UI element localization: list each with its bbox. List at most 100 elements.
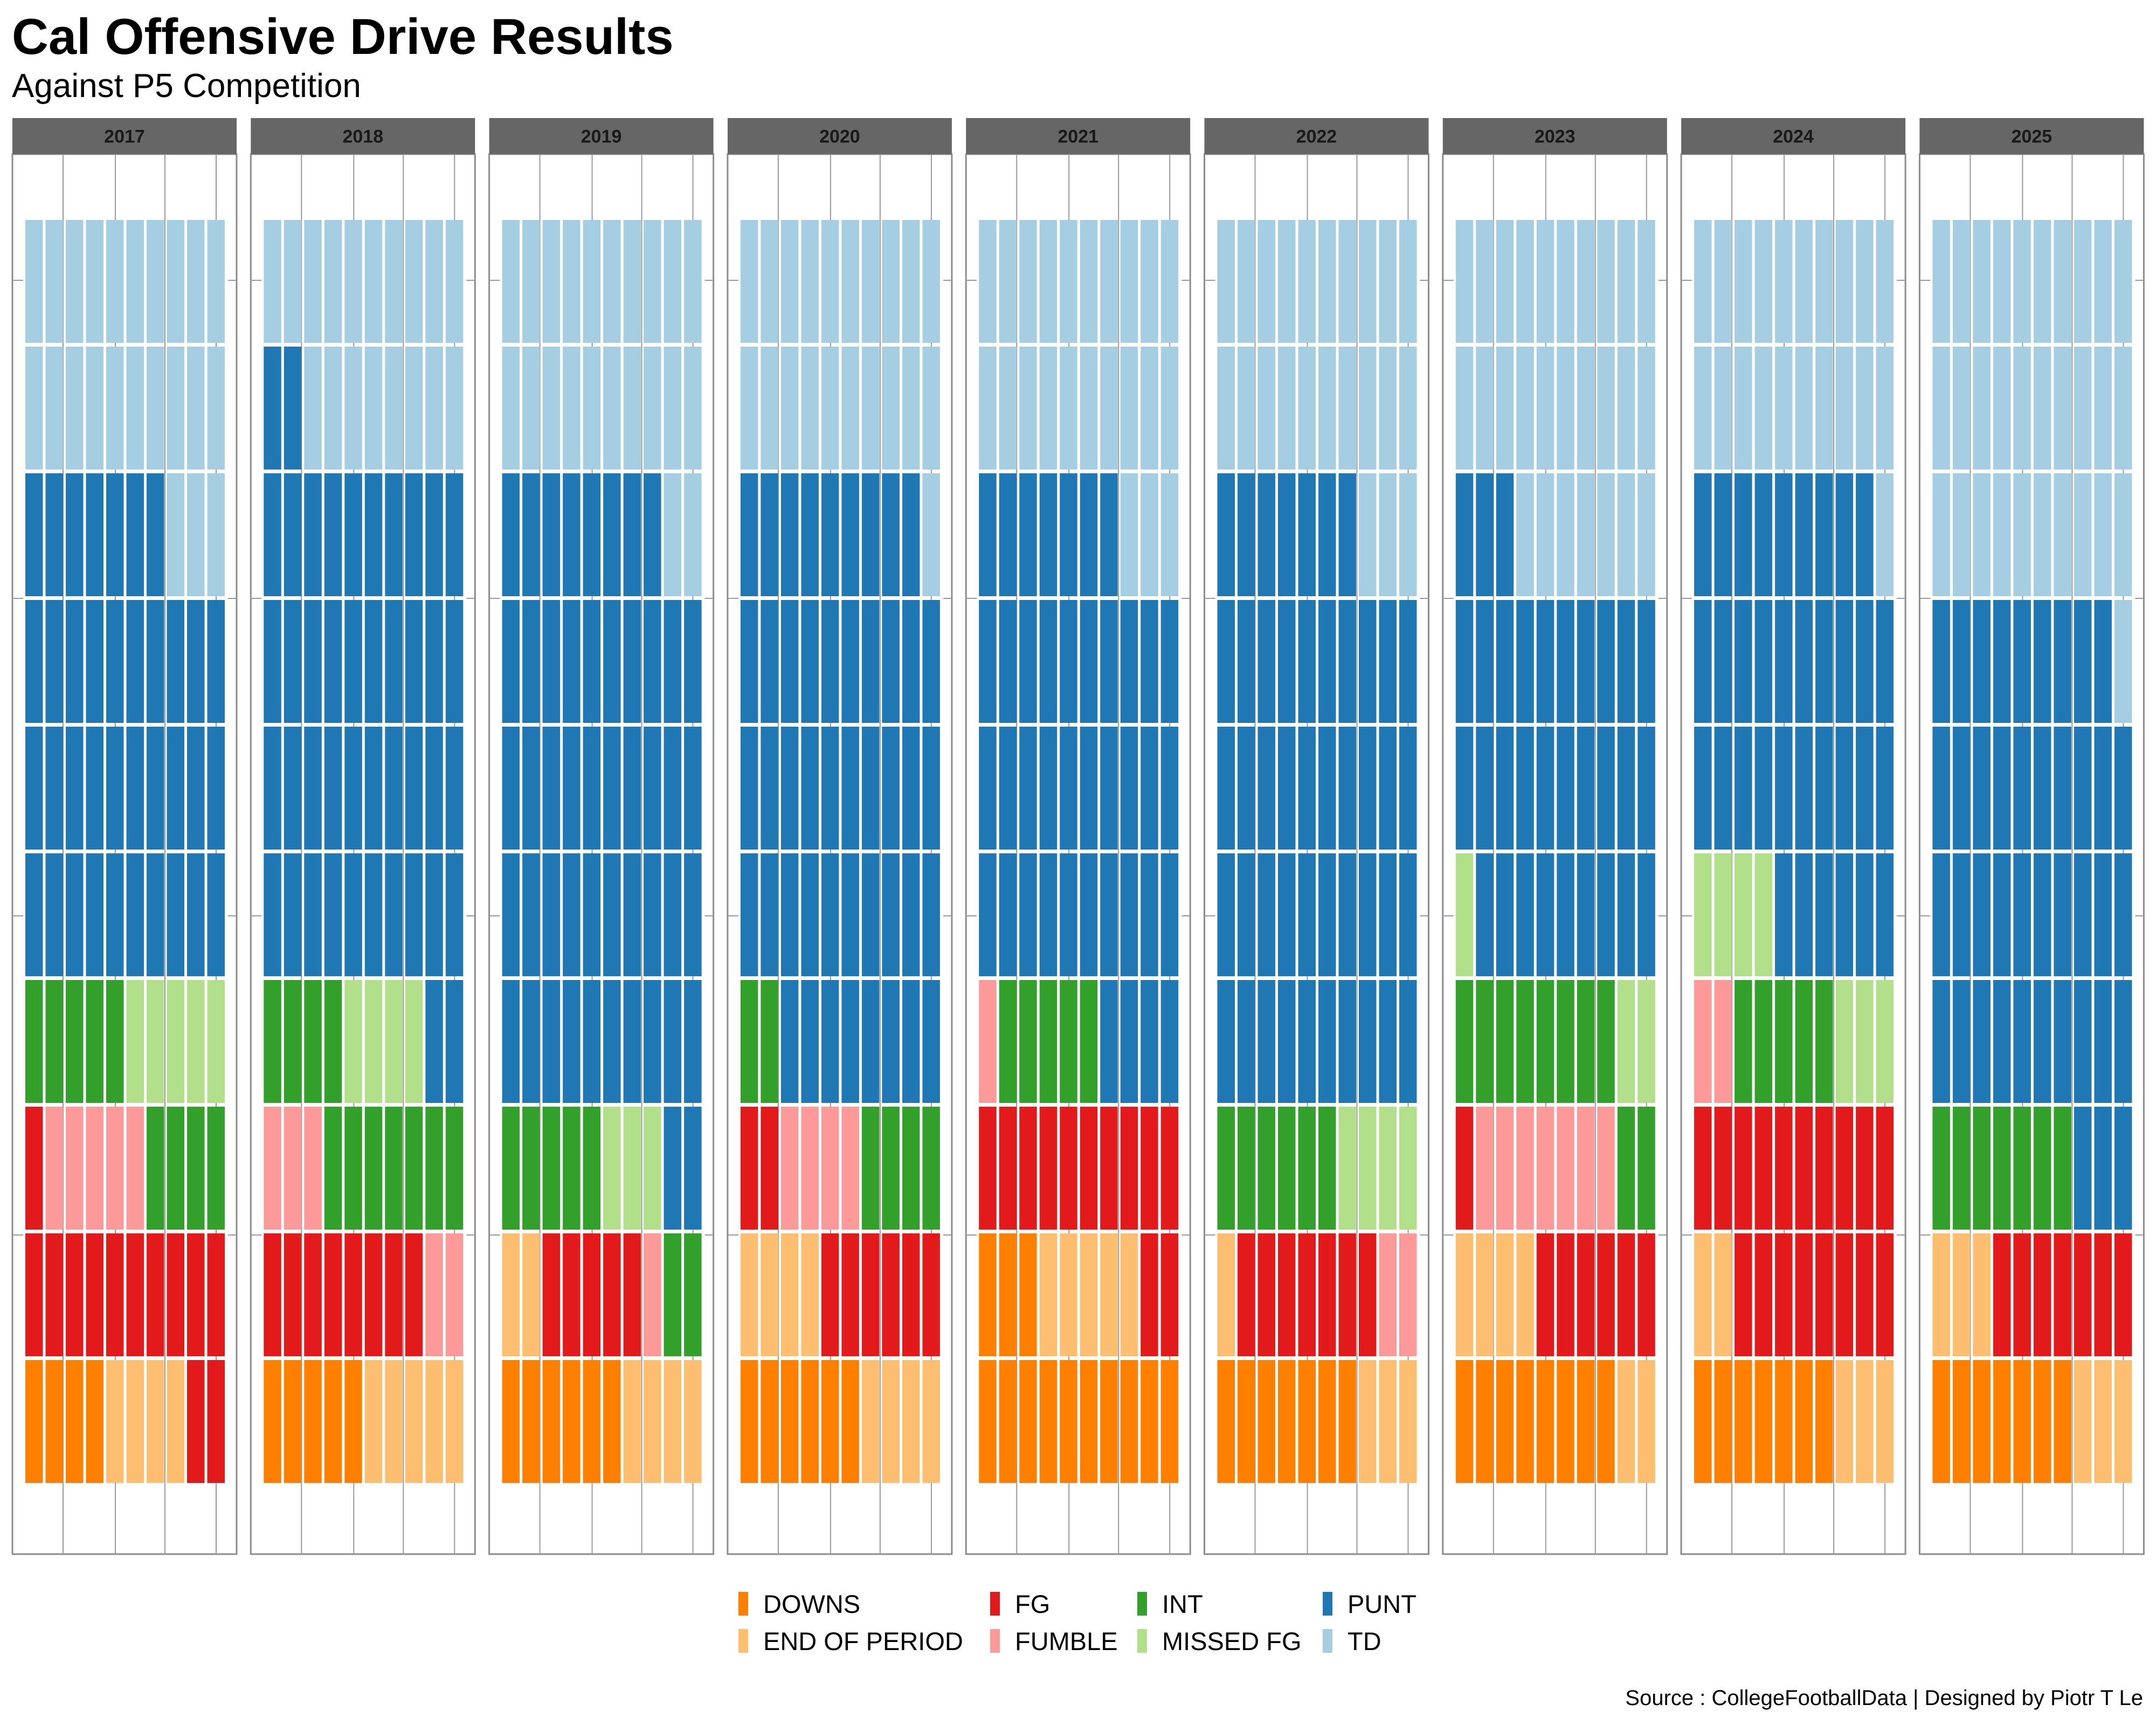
waffle-cell-fg [1735,1107,1752,1230]
waffle-cell-punt [623,600,641,723]
waffle-cell-punt [999,473,1017,596]
waffle-cell-fg [304,1233,322,1356]
waffle-cell-td [1476,220,1494,343]
waffle-cell-punt [603,473,621,596]
waffle-cell-int [2054,1107,2071,1230]
waffle-cell-punt [126,473,144,596]
waffle-cell-td [2054,347,2071,470]
waffle-cell-td [2033,347,2051,470]
waffle-cell-punt [106,473,124,596]
waffle-cell-downs [1516,1360,1534,1483]
waffle-cell-punt [1835,473,1854,596]
waffle-cell-td [2033,473,2051,596]
waffle-cell-fg [364,1233,383,1356]
waffle-cell-fumble [86,1107,103,1230]
waffle-cell-fumble [1476,1107,1494,1230]
waffle-cell-td [801,220,819,343]
waffle-cell-end-of-period [1856,1360,1874,1483]
waffle-cell-punt [1754,727,1773,850]
waffle-cell-int [861,1107,880,1230]
facet-strip-label: 2020 [819,127,860,147]
waffle-cell-td [1932,220,1950,343]
waffle-cell-td [1735,347,1752,470]
waffle-cell-punt [979,853,997,976]
waffle-cell-int [1952,1107,1971,1230]
waffle-cell-int [922,1107,940,1230]
waffle-cell-td [304,220,322,343]
waffle-cell-td [126,220,144,343]
waffle-cell-punt [1876,853,1894,976]
waffle-cell-td [1039,220,1058,343]
waffle-cell-int [563,1107,581,1230]
waffle-cell-punt [304,473,322,596]
facet-strip-label: 2018 [342,127,383,147]
waffle-cell-fg [1637,1233,1655,1356]
waffle-cell-punt [1714,600,1732,723]
waffle-cell-punt [1298,980,1316,1103]
waffle-cell-punt [1141,853,1158,976]
waffle-cell-int [304,980,322,1103]
waffle-cell-punt [603,727,621,850]
waffle-cell-td [324,347,342,470]
waffle-cell-downs [1557,1360,1574,1483]
waffle-cell-punt [740,727,758,850]
waffle-cell-punt [2114,727,2132,850]
panel-2021: 2021 [965,118,1191,1555]
waffle-cell-punt [2074,600,2092,723]
waffle-cell-fg [1993,1233,2011,1356]
waffle-cell-punt [106,727,124,850]
waffle-cell-punt [542,473,561,596]
waffle-cell-int [1775,980,1793,1103]
waffle-cell-punt [106,853,124,976]
facet-strip [1442,118,1667,154]
waffle-cell-td [1100,347,1118,470]
waffle-cell-punt [1637,727,1655,850]
waffle-cell-punt [1932,980,1950,1103]
waffle-cell-td [979,347,997,470]
waffle-cell-punt [761,727,778,850]
waffle-cell-int [583,1107,601,1230]
waffle-cell-punt [1577,853,1595,976]
waffle-cell-punt [644,473,661,596]
waffle-cell-punt [1815,727,1833,850]
waffle-cell-punt [780,473,799,596]
waffle-cell-punt [167,600,184,723]
waffle-cell-punt [66,473,84,596]
waffle-cell-fumble [821,1107,839,1230]
waffle-cell-downs [1815,1360,1833,1483]
waffle-cell-fg [187,1360,205,1483]
waffle-cell-punt [1338,980,1356,1103]
waffle-cell-punt [1019,473,1037,596]
waffle-cell-int [324,980,342,1103]
waffle-cell-td [1714,220,1732,343]
waffle-cell-punt [25,727,43,850]
waffle-cell-punt [2054,853,2071,976]
waffle-cell-int [1754,980,1773,1103]
waffle-cell-fg [882,1233,900,1356]
waffle-cell-punt [2033,853,2051,976]
waffle-cell-punt [1080,727,1098,850]
waffle-cell-end-of-period [2074,1360,2092,1483]
waffle-cell-fumble [66,1107,84,1230]
waffle-cell-fg [1257,1233,1275,1356]
waffle-cell-int [542,1107,561,1230]
waffle-cell-td [106,347,124,470]
waffle-cell-punt [1835,853,1854,976]
waffle-cell-fg [25,1107,43,1230]
waffle-cell-punt [902,853,920,976]
waffle-cell-punt [780,600,799,723]
waffle-cell-int [1080,980,1098,1103]
waffle-cell-punt [1120,727,1138,850]
panel-2019: 2019 [488,118,715,1555]
panel-2020: 2020 [727,118,953,1555]
panel-2025: 2025 [1918,118,2145,1555]
waffle-cell-td [1399,347,1417,470]
waffle-cell-punt [1160,727,1179,850]
waffle-cell-downs [1476,1360,1494,1483]
waffle-cell-punt [425,727,443,850]
waffle-cell-punt [86,600,103,723]
waffle-cell-td [502,220,520,343]
waffle-cell-punt [821,600,839,723]
facet-strip-label: 2021 [1058,127,1098,147]
